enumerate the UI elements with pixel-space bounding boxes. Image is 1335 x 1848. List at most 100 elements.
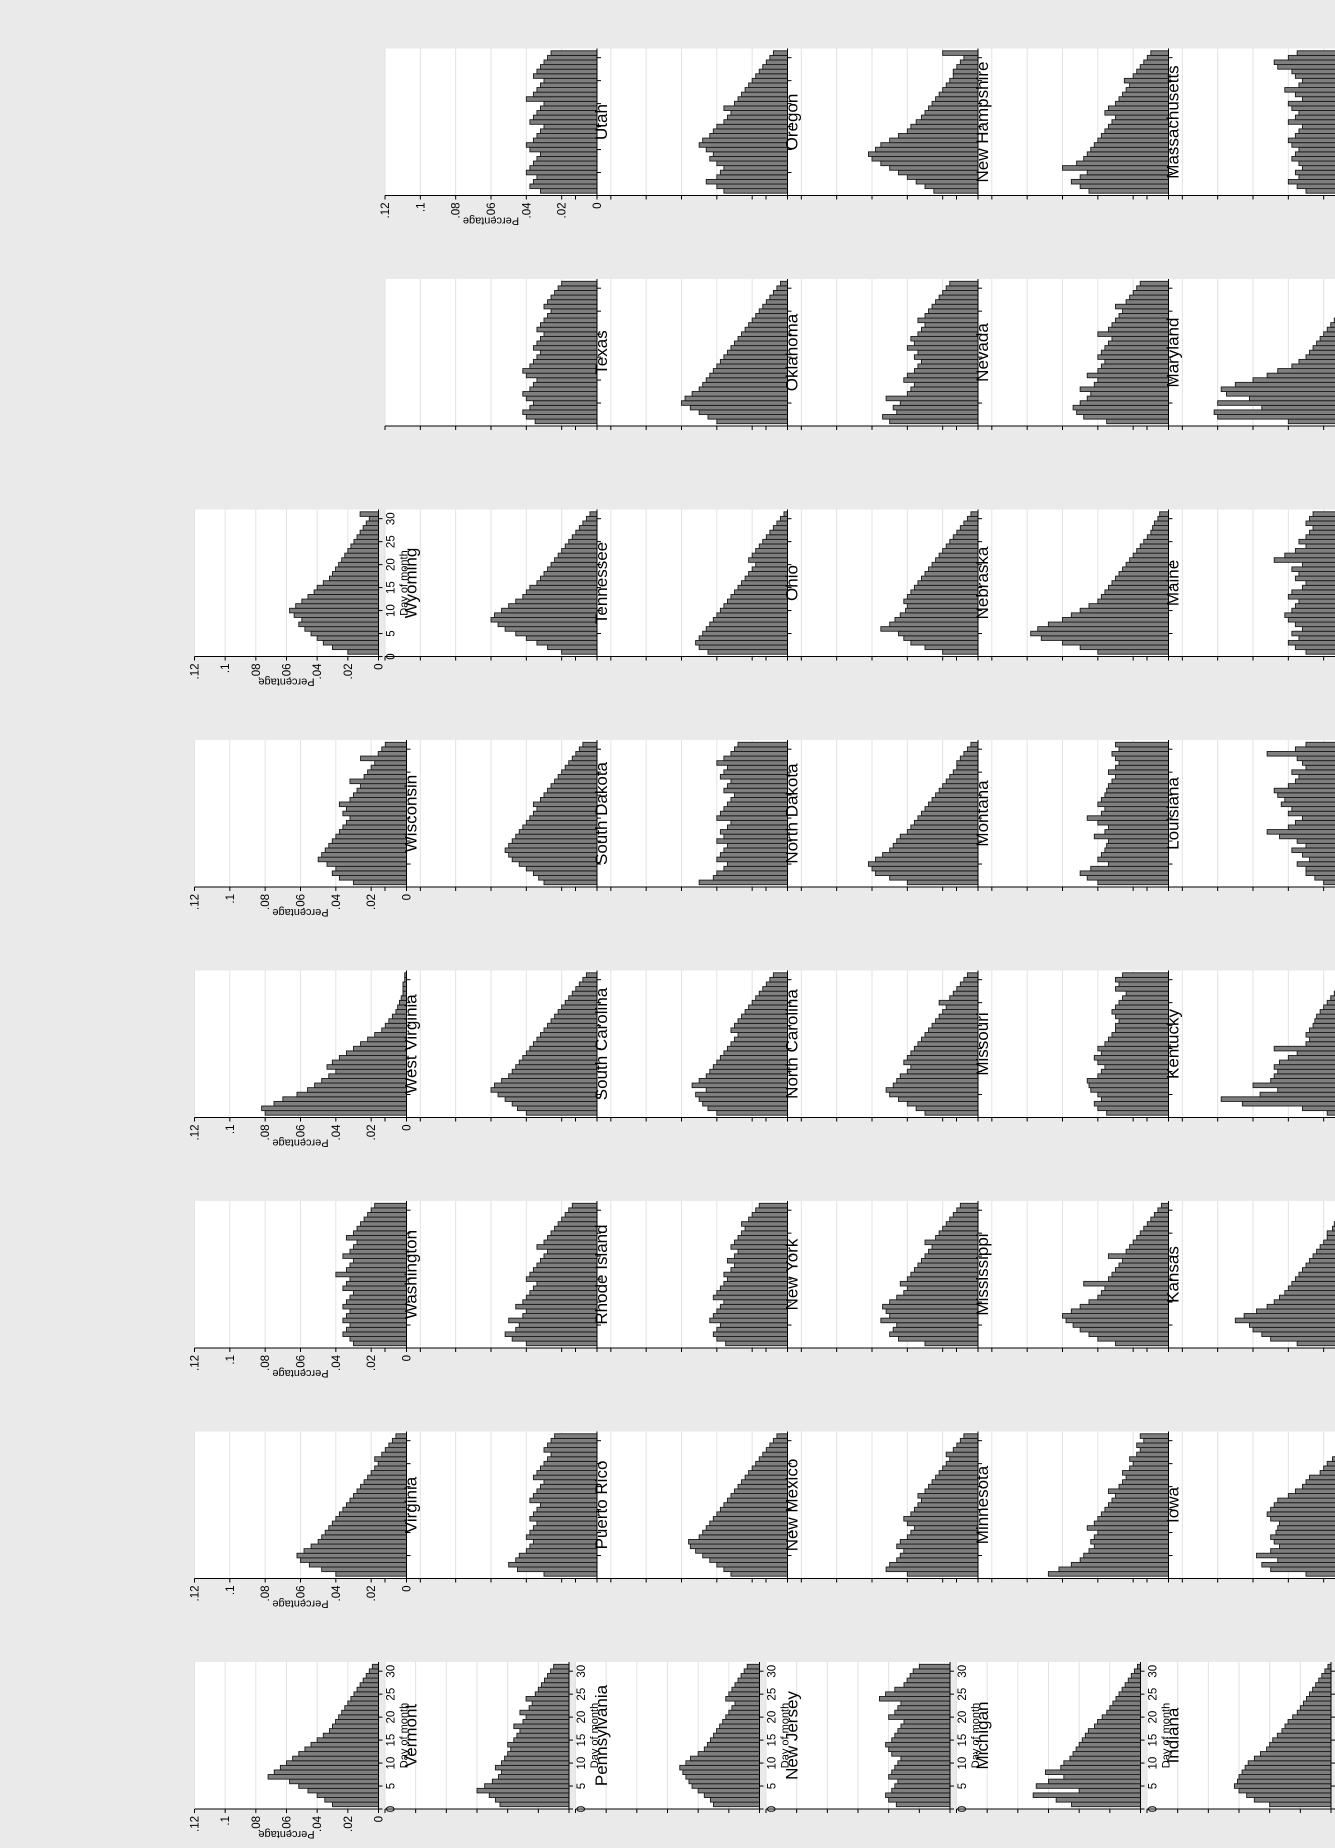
bar-day-9 [894, 1764, 951, 1771]
bar-day-4 [892, 1326, 979, 1333]
bar-day-18 [349, 1262, 407, 1269]
bar-day-5 [719, 169, 788, 176]
bar-day-27 [536, 68, 598, 75]
bar-day-5 [1233, 1783, 1332, 1789]
bar-day-24 [737, 1235, 788, 1241]
panel-maryland: Maryland [956, 279, 1183, 430]
bar-day-16 [730, 1041, 788, 1047]
bar-day-6 [1237, 1778, 1332, 1785]
bar-day-8 [1241, 1769, 1332, 1775]
bar-day-31 [758, 1202, 788, 1209]
bar-day-26 [537, 1686, 570, 1693]
bar-day-15 [716, 815, 788, 821]
panel-new-mexico: New Mexico [575, 1431, 802, 1583]
bar-day-12 [1097, 598, 1169, 605]
bar-day-31 [561, 280, 598, 287]
bar-day-16 [713, 1732, 760, 1739]
bar-day-3 [1079, 870, 1169, 876]
panel-title: Puerto Rico [592, 1461, 611, 1550]
bar-day-17 [529, 1497, 598, 1504]
bar-day-27 [734, 1682, 760, 1688]
bar-day-12 [697, 1751, 760, 1757]
bar-day-1 [1326, 1110, 1335, 1116]
bar-day-2 [924, 183, 979, 190]
bar-day-11 [525, 142, 598, 148]
bar-day-9 [1106, 842, 1169, 849]
bar-day-1 [716, 1110, 788, 1116]
bar-day-30 [769, 976, 788, 983]
bar-day-25 [1123, 77, 1169, 84]
bar-day-3 [1076, 409, 1169, 415]
bar-day-21 [931, 1479, 979, 1485]
bar-day-20 [734, 792, 788, 798]
bar-day-16 [1287, 119, 1335, 125]
bar-day-6 [903, 1548, 979, 1554]
bar-day-26 [370, 764, 407, 771]
bar-day-2 [716, 1336, 788, 1342]
bar-day-22 [1299, 1705, 1332, 1711]
bar-day-11 [349, 1294, 407, 1301]
bar-day-28 [1150, 1216, 1169, 1223]
bar-day-28 [959, 755, 979, 762]
bar-day-6 [1048, 1778, 1141, 1785]
bar-day-14 [1266, 1511, 1335, 1517]
bar-day-9 [508, 1073, 598, 1079]
bar-day-22 [532, 91, 598, 98]
bar-day-31 [585, 972, 598, 978]
bar-day-12 [1260, 1751, 1332, 1757]
bar-day-10 [1252, 377, 1335, 383]
bar-day-21 [550, 1018, 598, 1024]
bar-day-1 [534, 418, 598, 425]
panel-title: New Mexico [783, 1459, 802, 1552]
bar-day-25 [723, 769, 788, 775]
bar-day-14 [1104, 128, 1169, 134]
bar-day-3 [1261, 1561, 1335, 1568]
y-tick-label: 0 [402, 1586, 414, 1592]
bar-day-1 [525, 1110, 598, 1116]
bar-day-14 [525, 1050, 598, 1056]
bar-day-20 [924, 1253, 979, 1259]
bar-day-19 [1294, 1488, 1335, 1494]
bar-day-15 [342, 1506, 407, 1513]
bar-day-2 [517, 1566, 598, 1573]
bar-day-15 [716, 123, 788, 130]
bar-day-17 [1107, 1036, 1169, 1043]
bar-day-4 [697, 1787, 760, 1794]
bar-day-5 [525, 169, 598, 176]
bar-day-18 [1305, 1032, 1335, 1038]
bar-day-1 [1047, 1571, 1169, 1577]
bar-day-24 [748, 82, 788, 88]
bar-day-1 [933, 188, 979, 194]
bar-day-21 [341, 1709, 379, 1716]
bar-day-19 [737, 335, 788, 342]
bar-day-4 [1220, 1096, 1335, 1102]
bar-day-5 [898, 630, 979, 637]
bar-day-28 [1318, 1677, 1332, 1684]
x-tick-label: 20 [1148, 1711, 1160, 1724]
x-tick-label: 10 [386, 1757, 398, 1770]
bar-day-23 [1323, 1239, 1335, 1246]
bar-day-4 [335, 865, 407, 872]
bar-day-28 [956, 986, 979, 992]
bar-day-27 [1125, 299, 1169, 305]
bar-day-23 [356, 1239, 407, 1246]
bar-day-15 [529, 584, 598, 591]
bar-day-10 [1100, 1068, 1169, 1075]
bar-day-15 [1294, 1276, 1335, 1282]
bar-day-14 [1097, 819, 1169, 826]
bar-day-16 [529, 1271, 598, 1278]
y-tick-label: .04 [331, 893, 343, 910]
y-axis-label: Percentage [272, 906, 328, 918]
bar-day-28 [362, 1677, 379, 1684]
bar-day-6 [304, 626, 379, 632]
bar-day-1 [540, 188, 598, 194]
bar-day-18 [536, 110, 598, 116]
x-tick-label: 30 [386, 512, 398, 525]
bar-day-29 [740, 1673, 760, 1679]
bar-day-3 [488, 1792, 570, 1798]
bar-day-9 [532, 381, 598, 388]
bar-day-11 [504, 1755, 570, 1762]
bar-day-2 [1296, 183, 1335, 190]
bar-day-9 [868, 151, 979, 157]
